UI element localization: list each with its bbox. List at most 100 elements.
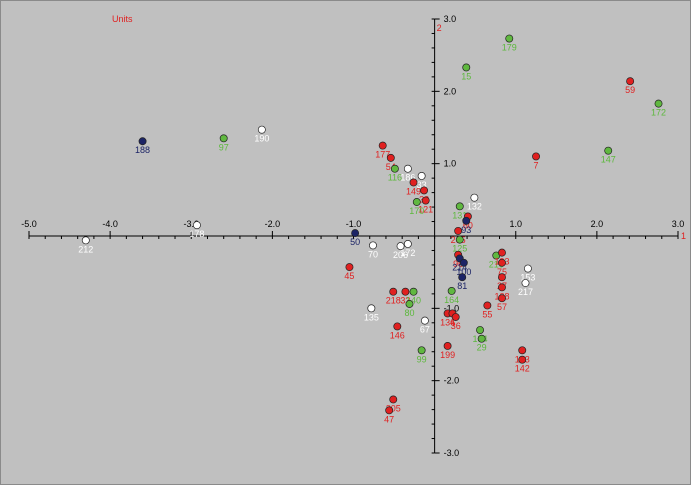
data-point bbox=[138, 137, 147, 146]
data-point bbox=[403, 164, 412, 173]
x-tick-label: -1.0 bbox=[346, 219, 362, 229]
data-point-label: 36 bbox=[451, 321, 461, 331]
data-point bbox=[604, 146, 613, 155]
y-tick-label: -2.0 bbox=[444, 376, 460, 386]
data-point bbox=[518, 346, 527, 355]
data-point bbox=[421, 196, 430, 205]
data-point-label: 7 bbox=[534, 160, 539, 170]
data-point-label: 164 bbox=[444, 295, 459, 305]
data-point bbox=[369, 241, 377, 250]
data-point-label: 33 bbox=[400, 296, 410, 306]
data-point bbox=[409, 178, 418, 187]
data-point-label: 96 bbox=[453, 259, 463, 269]
data-point bbox=[505, 34, 514, 43]
x-tick-label: -4.0 bbox=[102, 219, 118, 229]
data-point-label: 4 bbox=[450, 317, 455, 327]
data-point-label: 218 bbox=[386, 296, 401, 306]
data-point-label: 99 bbox=[417, 354, 427, 364]
data-point bbox=[405, 300, 414, 308]
data-point bbox=[498, 294, 506, 303]
data-point-label: 57 bbox=[497, 302, 507, 312]
data-point-label: 178 bbox=[189, 229, 204, 239]
data-point bbox=[378, 141, 387, 150]
y-tick-label: 2.0 bbox=[444, 86, 457, 96]
data-point-label: 70 bbox=[368, 249, 378, 259]
data-point bbox=[219, 134, 228, 143]
data-point-label: 149 bbox=[406, 186, 421, 196]
data-point-label: 29 bbox=[477, 343, 487, 353]
data-point bbox=[443, 341, 452, 350]
data-point bbox=[459, 258, 468, 267]
data-point bbox=[389, 287, 398, 296]
data-point-label: 177 bbox=[375, 150, 390, 160]
data-point-label: 47 bbox=[384, 414, 394, 424]
data-point bbox=[396, 242, 405, 251]
data-point-label: 140 bbox=[406, 296, 421, 306]
data-point bbox=[409, 287, 418, 296]
data-point bbox=[451, 313, 460, 321]
data-point bbox=[403, 240, 412, 248]
data-point-label: 217 bbox=[518, 287, 533, 297]
data-point-label: 50 bbox=[350, 237, 360, 247]
data-point bbox=[483, 301, 492, 310]
data-point-label: 210 bbox=[489, 260, 504, 270]
data-point-label: 199 bbox=[440, 350, 455, 360]
data-point bbox=[420, 316, 429, 325]
data-point-label: 136 bbox=[440, 317, 455, 327]
data-point bbox=[458, 273, 467, 282]
data-point-label: 116 bbox=[388, 173, 402, 183]
data-point-label: 80 bbox=[404, 308, 414, 318]
data-point bbox=[351, 229, 360, 238]
data-point-label: 190 bbox=[254, 134, 269, 144]
x-tick-label: -2.0 bbox=[265, 219, 281, 229]
data-point-label: 170 bbox=[409, 206, 424, 216]
data-point bbox=[455, 235, 464, 244]
data-point-label: 93 bbox=[461, 225, 471, 235]
data-point-label: 205 bbox=[386, 403, 401, 413]
data-point-label: 97 bbox=[219, 142, 229, 152]
y-tick-label: 1.0 bbox=[444, 159, 457, 169]
data-point-label: 132 bbox=[467, 202, 482, 212]
data-point bbox=[367, 304, 376, 313]
data-point-label: 121 bbox=[418, 205, 433, 215]
data-point-label: 125 bbox=[452, 244, 467, 254]
x-tick-label: 3.0 bbox=[672, 219, 685, 229]
data-point bbox=[455, 202, 464, 211]
data-point bbox=[470, 193, 479, 202]
data-point bbox=[401, 287, 410, 296]
x-tick-label: 1.0 bbox=[509, 219, 522, 229]
data-point bbox=[385, 406, 394, 415]
data-point bbox=[81, 236, 90, 245]
data-point bbox=[523, 264, 532, 273]
data-point bbox=[417, 172, 426, 180]
data-point bbox=[498, 283, 506, 292]
data-point-label: 214 bbox=[452, 262, 467, 272]
data-point bbox=[412, 198, 421, 206]
data-point bbox=[476, 326, 485, 334]
data-point bbox=[389, 395, 398, 404]
y-tick-label: 3.0 bbox=[444, 14, 457, 24]
data-point bbox=[477, 334, 486, 343]
data-point-label: 172 bbox=[400, 248, 415, 258]
data-point bbox=[417, 346, 426, 355]
data-point bbox=[462, 63, 471, 72]
data-point bbox=[498, 248, 506, 257]
data-point bbox=[462, 216, 471, 225]
data-point bbox=[345, 263, 354, 272]
data-point-label: 186 bbox=[400, 173, 415, 183]
data-point-label: 15 bbox=[461, 71, 471, 81]
data-point-label: 135 bbox=[364, 312, 379, 322]
data-point-label: 146 bbox=[390, 330, 405, 340]
data-point bbox=[257, 125, 266, 134]
data-point-label: 100 bbox=[456, 267, 471, 277]
data-point bbox=[390, 164, 399, 173]
data-point bbox=[420, 186, 429, 195]
data-point-label: 81 bbox=[457, 281, 467, 291]
data-point-label: 55 bbox=[482, 309, 492, 319]
data-point-label: 142 bbox=[515, 364, 530, 374]
data-point bbox=[532, 152, 540, 161]
data-point-label: 179 bbox=[502, 43, 517, 53]
data-point-label: 147 bbox=[601, 155, 616, 165]
